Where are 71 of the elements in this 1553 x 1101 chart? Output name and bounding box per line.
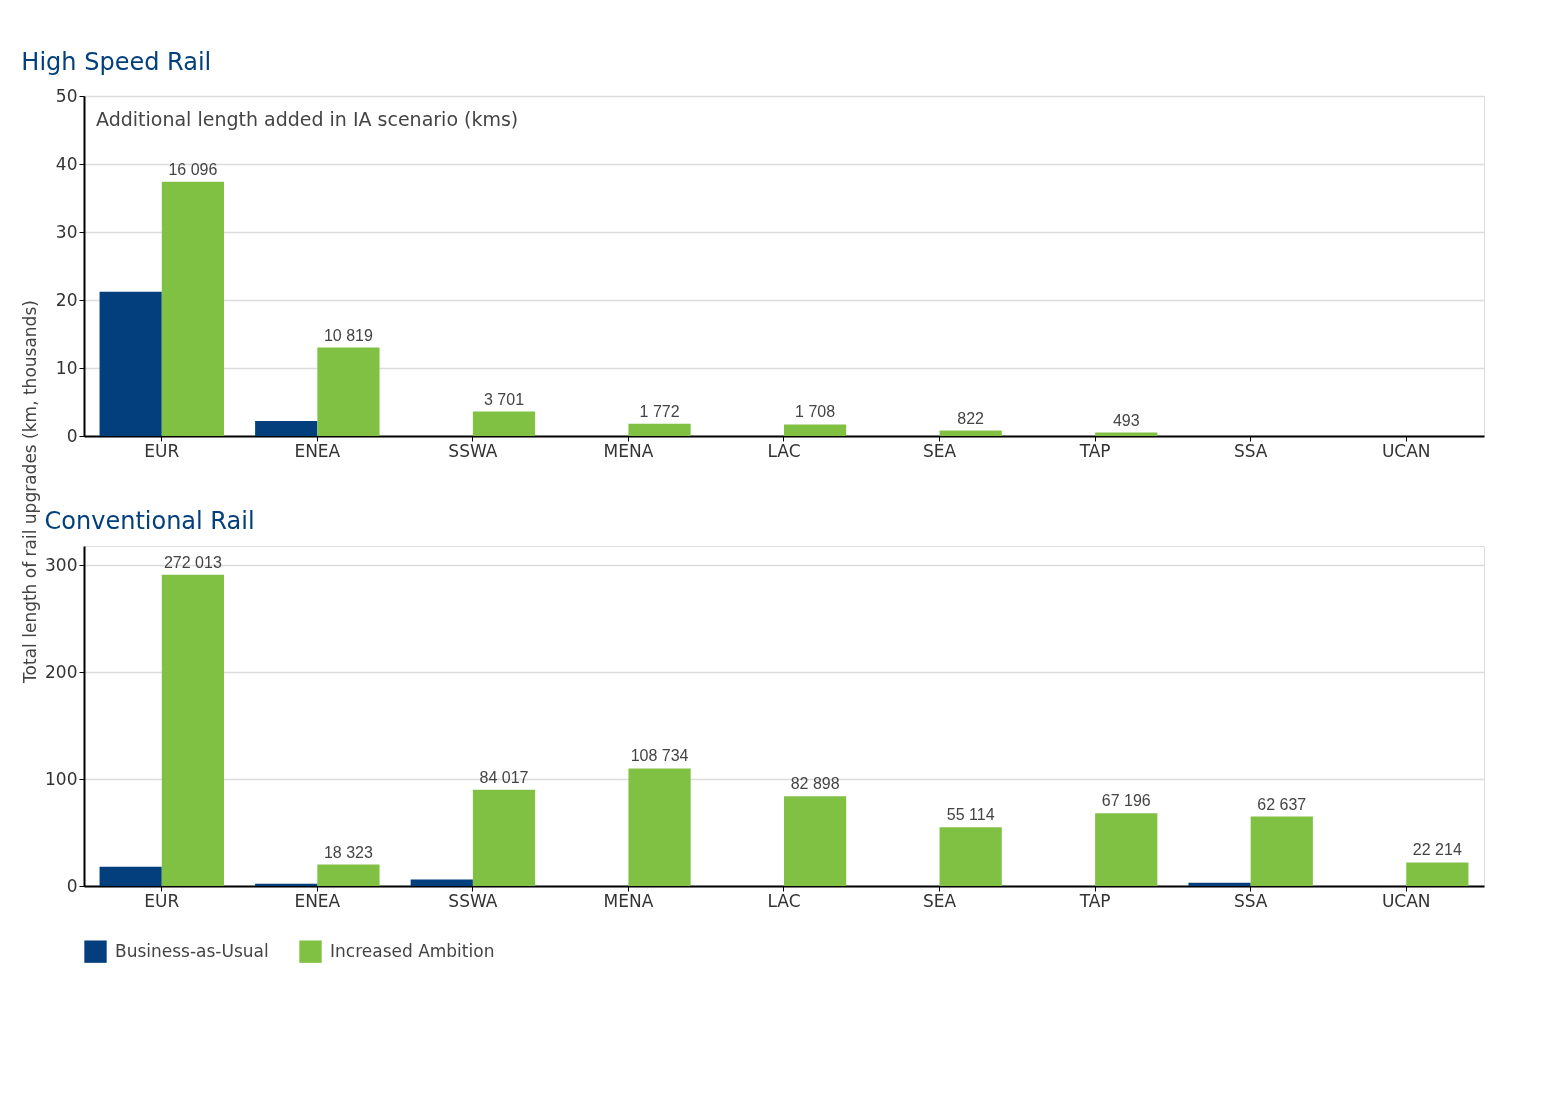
annotation: 84 017 (479, 768, 529, 786)
bar (784, 424, 847, 436)
x-tick-label: TAP (1078, 440, 1111, 461)
x-tick-label: LAC (767, 440, 801, 461)
annotation: 82 898 (790, 775, 840, 793)
x-tick-label: EUR (144, 440, 180, 461)
y-tick-label: 0 (66, 875, 78, 896)
y-tick-label: 30 (55, 221, 78, 242)
bar (1188, 882, 1251, 886)
bar (628, 768, 691, 886)
annotation: Additional length added in IA scenario (kms) (96, 108, 519, 130)
x-tick-label: UCAN (1381, 890, 1431, 911)
bar (255, 421, 318, 436)
x-tick-label: UCAN (1381, 440, 1431, 461)
bar (1406, 862, 1469, 886)
x-tick-label: ENEA (294, 890, 341, 911)
y-tick-label: 100 (45, 768, 78, 789)
chart-title: Conventional Rail (44, 507, 255, 535)
legend-label: Business-as-Usual (115, 940, 269, 961)
annotation: 62 637 (1257, 795, 1307, 813)
y-tick-label: 10 (55, 357, 78, 378)
bar (784, 796, 847, 886)
bar (939, 430, 1002, 436)
annotation: 1 708 (795, 403, 836, 421)
bar (939, 827, 1002, 886)
x-tick-label: SEA (922, 440, 957, 461)
annotation: 272 013 (163, 553, 222, 571)
bar (317, 347, 380, 436)
y-tick-label: 50 (55, 85, 78, 106)
x-tick-label: MENA (603, 890, 654, 911)
chart-title: High Speed Rail (21, 48, 212, 76)
bar (317, 864, 380, 886)
y-tick-label: 20 (55, 289, 78, 310)
bar (255, 883, 318, 886)
x-tick-label: SEA (922, 890, 957, 911)
x-tick-label: TAP (1078, 890, 1111, 911)
x-tick-label: MENA (603, 440, 654, 461)
y-axis-title: Total length of rail upgrades (km, thousands) (19, 300, 40, 684)
x-tick-label: SSA (1233, 440, 1268, 461)
legend-label: Increased Ambition (330, 940, 495, 961)
annotation: 493 (1112, 411, 1140, 429)
y-tick-label: 40 (55, 153, 78, 174)
x-tick-label: SSWA (448, 440, 498, 461)
bar (472, 789, 536, 886)
bar (472, 411, 536, 436)
bar (1095, 813, 1158, 886)
bar (99, 291, 162, 436)
annotation: 3 701 (483, 390, 525, 408)
x-tick-label: LAC (767, 890, 801, 911)
annotation: 16 096 (168, 160, 218, 178)
x-tick-label: ENEA (294, 440, 341, 461)
y-tick-label: 300 (45, 554, 78, 575)
annotation: 67 196 (1101, 792, 1151, 810)
annotation: 108 734 (630, 747, 689, 765)
x-tick-label: SSA (1233, 890, 1268, 911)
annotation: 18 323 (323, 843, 374, 861)
bar (161, 181, 224, 436)
x-tick-label: SSWA (448, 890, 498, 911)
x-tick-label: EUR (144, 890, 180, 911)
annotation: 55 114 (946, 806, 995, 824)
y-tick-label: 200 (45, 661, 78, 682)
annotation: 822 (957, 409, 985, 427)
y-tick-label: 0 (66, 425, 78, 446)
bar (99, 866, 162, 886)
bar (1250, 816, 1313, 886)
bar (410, 879, 473, 886)
bar (628, 423, 691, 436)
annotation: 10 819 (323, 326, 374, 344)
annotation: 22 214 (1412, 841, 1462, 859)
annotation: 1 772 (639, 402, 680, 420)
bar (161, 574, 224, 886)
